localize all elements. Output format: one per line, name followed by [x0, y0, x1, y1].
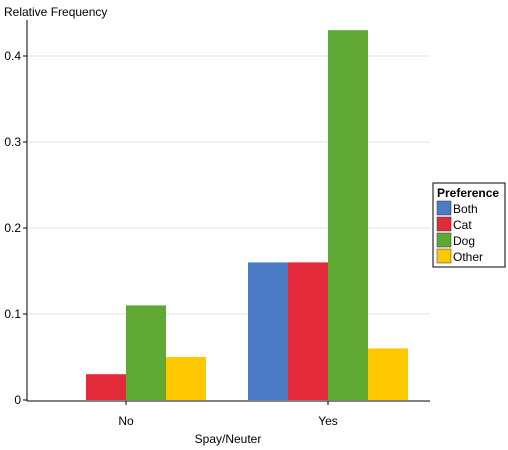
legend-label-cat: Cat [453, 218, 472, 232]
legend-swatch-cat [436, 216, 452, 232]
grid-lines [28, 55, 430, 315]
legend-title: Preference [437, 186, 499, 200]
y-ticks: 0 0.1 0.2 0.3 0.4 [4, 49, 27, 407]
legend-items: Both Cat Dog Other [436, 200, 483, 264]
y-tick-label: 0.3 [4, 135, 21, 149]
bar-cat-yes [288, 262, 328, 400]
x-ticks: No Yes [118, 401, 338, 428]
legend-label-dog: Dog [453, 234, 475, 248]
x-tick-label: Yes [318, 414, 338, 428]
bar-other-no [166, 357, 206, 400]
legend-swatch-dog [436, 232, 452, 248]
y-tick-label: 0.2 [4, 221, 21, 235]
y-tick-label: 0.1 [4, 307, 21, 321]
bar-dog-no [126, 305, 166, 400]
bar-both-yes [248, 262, 288, 400]
bar-other-yes [368, 348, 408, 400]
legend-swatch-other [436, 248, 452, 264]
bars [86, 30, 408, 400]
y-tick-label: 0 [14, 393, 21, 407]
x-axis-title: Spay/Neuter [195, 432, 262, 446]
x-tick-label: No [118, 414, 134, 428]
legend-swatch-both [436, 200, 452, 216]
legend-label-both: Both [453, 202, 478, 216]
bar-dog-yes [328, 30, 368, 400]
legend-label-other: Other [453, 250, 483, 264]
y-tick-label: 0.4 [4, 49, 21, 63]
legend: Preference Both Cat Dog Other [432, 182, 506, 268]
y-axis-title: Relative Frequency [4, 5, 107, 19]
bar-cat-no [86, 374, 126, 400]
